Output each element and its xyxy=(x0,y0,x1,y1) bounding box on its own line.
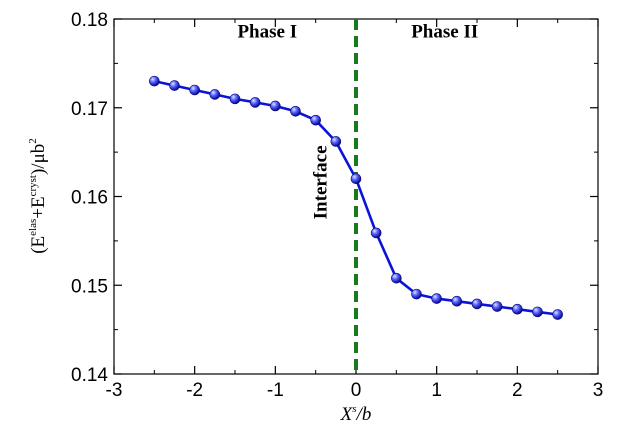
data-point xyxy=(229,93,241,105)
y-tick-label: 0.15 xyxy=(71,276,108,297)
y-tick-label: 0.14 xyxy=(71,365,108,386)
x-tick-label: -3 xyxy=(106,380,123,401)
axis-tick-labels: -3 -2 -1 0 1 2 3 0.14 0.15 0.16 0.17 0.18 xyxy=(71,10,603,401)
x-tick-label: 1 xyxy=(431,380,442,401)
y-axis-title: (Eelas+Ecryst)/μb2 xyxy=(27,138,49,254)
data-point xyxy=(471,298,483,310)
y-axis-title-sup2: cryst xyxy=(27,175,39,196)
x-axis-title-tail: /b xyxy=(356,404,372,425)
y-axis-title-mid: +E xyxy=(28,196,49,218)
data-point xyxy=(512,303,523,315)
y-axis-title-sup1: elas xyxy=(27,219,39,236)
y-axis-title-open: (E xyxy=(28,236,49,254)
interface-label: Interface xyxy=(310,145,331,219)
data-point xyxy=(310,114,321,126)
data-point xyxy=(350,173,362,185)
x-tick-label: 3 xyxy=(593,380,604,401)
x-tick-label: -2 xyxy=(186,380,203,401)
data-point xyxy=(391,272,402,284)
data-point xyxy=(532,306,543,318)
data-point xyxy=(451,295,463,307)
data-point xyxy=(370,227,382,239)
y-tick-label: 0.17 xyxy=(71,99,108,120)
data-point xyxy=(249,97,261,108)
data-point xyxy=(431,293,442,304)
data-points xyxy=(149,75,563,320)
x-axis-title: Xs/b xyxy=(340,403,372,425)
data-point xyxy=(491,301,503,312)
axis-ticks xyxy=(113,18,599,375)
data-point xyxy=(209,89,221,100)
data-point xyxy=(169,80,180,91)
x-tick-label: 0 xyxy=(351,380,362,401)
data-point xyxy=(270,100,281,112)
x-tick-label: 2 xyxy=(512,380,523,401)
x-tick-label: -1 xyxy=(267,380,284,401)
data-point xyxy=(411,288,422,300)
data-point xyxy=(149,75,160,87)
phase-i-label: Phase I xyxy=(237,22,297,43)
y-axis-title-sup3: 2 xyxy=(27,138,39,144)
data-point xyxy=(189,84,200,96)
y-axis-title-close: )/μb xyxy=(28,144,49,175)
x-axis-title-sup: s xyxy=(352,403,356,415)
data-point xyxy=(330,136,342,147)
data-point xyxy=(290,106,301,117)
phase-ii-label: Phase II xyxy=(411,22,478,43)
y-tick-label: 0.18 xyxy=(71,10,108,31)
x-axis-title-base: X xyxy=(340,404,354,425)
data-point xyxy=(552,309,563,320)
y-tick-label: 0.16 xyxy=(71,188,108,209)
